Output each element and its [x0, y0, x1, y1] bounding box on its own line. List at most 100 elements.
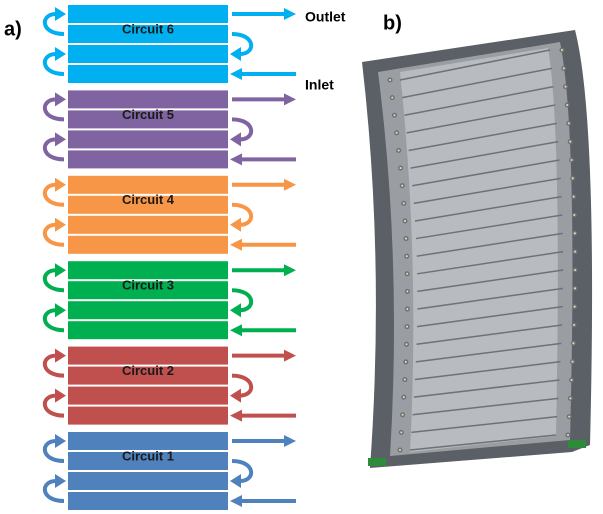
arrow-head [55, 47, 66, 61]
bolt [573, 305, 577, 309]
circuit-label: Circuit 3 [122, 278, 174, 293]
figure: a) b) Outlet Inlet Circuit 6Circuit 5Cir… [0, 0, 603, 514]
arrow-head [55, 92, 66, 106]
tube-strip [68, 432, 228, 450]
arrow-head [284, 435, 296, 447]
circuit-label: Circuit 2 [122, 363, 174, 378]
bolt [398, 448, 402, 452]
bolt [405, 325, 409, 329]
panel-label: a) [4, 18, 22, 40]
arrow-head [230, 68, 242, 80]
bolt [567, 415, 571, 419]
arrow-head [230, 132, 241, 146]
bolt [570, 158, 574, 162]
tube-strip [68, 130, 228, 148]
bolt [572, 323, 576, 327]
arrow-head [230, 324, 242, 336]
tube-strip [68, 301, 228, 319]
arrow-head [55, 303, 66, 317]
arrow-head [55, 263, 66, 277]
arrow-head [230, 495, 242, 507]
bolt [573, 250, 577, 254]
arrow-head [230, 303, 241, 317]
arrow-head [55, 474, 66, 488]
bolt [403, 219, 407, 223]
tube-strip [68, 492, 228, 510]
circuit-label: Circuit 4 [122, 192, 175, 207]
tube-strip [68, 321, 228, 339]
bolt [390, 96, 394, 100]
outlet-label: Outlet [305, 9, 346, 25]
bolt [567, 122, 571, 126]
arrow-head [230, 389, 241, 403]
bolt [401, 413, 405, 417]
arrow-head [230, 153, 242, 165]
tube-strip [68, 472, 228, 490]
arrow-head [55, 389, 66, 403]
bolt [572, 195, 576, 199]
bolt [397, 149, 401, 153]
circuits: Circuit 6 Circuit 5 Circuit 4 Circuit 3 Circ… [45, 5, 296, 510]
bolt [573, 287, 577, 291]
foot [368, 458, 386, 466]
bolt [571, 360, 575, 364]
tube-strip [68, 90, 228, 108]
arrow-head [284, 264, 296, 276]
bolt [573, 213, 577, 217]
arrow-head [284, 8, 296, 20]
arrow-head [55, 178, 66, 192]
bolt [388, 78, 392, 82]
arrow-head [284, 93, 296, 105]
arrow-head [230, 474, 241, 488]
bolt [403, 378, 407, 382]
arrow-head [55, 434, 66, 448]
bolt [406, 307, 410, 311]
bolt [405, 254, 409, 258]
bolt [562, 67, 566, 71]
bolt [564, 85, 568, 89]
heat-exchanger-render [362, 30, 592, 468]
tube-strip [68, 65, 228, 83]
bolt [402, 202, 406, 206]
tube-strip [68, 150, 228, 168]
bolt [400, 184, 404, 188]
tube-strip [68, 45, 228, 63]
bolt [400, 431, 404, 435]
bolt [572, 342, 576, 346]
tube-strip [68, 216, 228, 234]
tube-strip [68, 347, 228, 365]
bolt [405, 342, 409, 346]
bolt [566, 433, 570, 437]
arrow-head [55, 7, 66, 21]
bolt [573, 232, 577, 236]
arrow-head [284, 350, 296, 362]
arrow-head [230, 47, 241, 61]
bolt [405, 272, 409, 276]
arrow-head [55, 132, 66, 146]
bolt [571, 177, 575, 181]
panel-label: b) [383, 12, 402, 34]
tube-strip [68, 5, 228, 23]
bolt [406, 290, 410, 294]
bolt [560, 48, 564, 52]
bolt [404, 237, 408, 241]
circuit-label: Circuit 6 [122, 21, 174, 36]
tube-strip [68, 236, 228, 254]
tube-strip [68, 261, 228, 279]
foot [568, 440, 586, 448]
arrow-head [230, 239, 242, 251]
bolt [570, 378, 574, 382]
bolt [404, 360, 408, 364]
bolt [573, 268, 577, 272]
circuit-label: Circuit 5 [122, 107, 174, 122]
bolt [569, 397, 573, 401]
arrow-head [230, 410, 242, 422]
inlet-label: Inlet [305, 77, 334, 93]
arrow-head [284, 179, 296, 191]
bolt [395, 131, 399, 135]
bolt [568, 140, 572, 144]
tube-strip [68, 387, 228, 405]
bolt [393, 113, 397, 117]
bolt [565, 103, 569, 107]
arrow-head [230, 218, 241, 232]
